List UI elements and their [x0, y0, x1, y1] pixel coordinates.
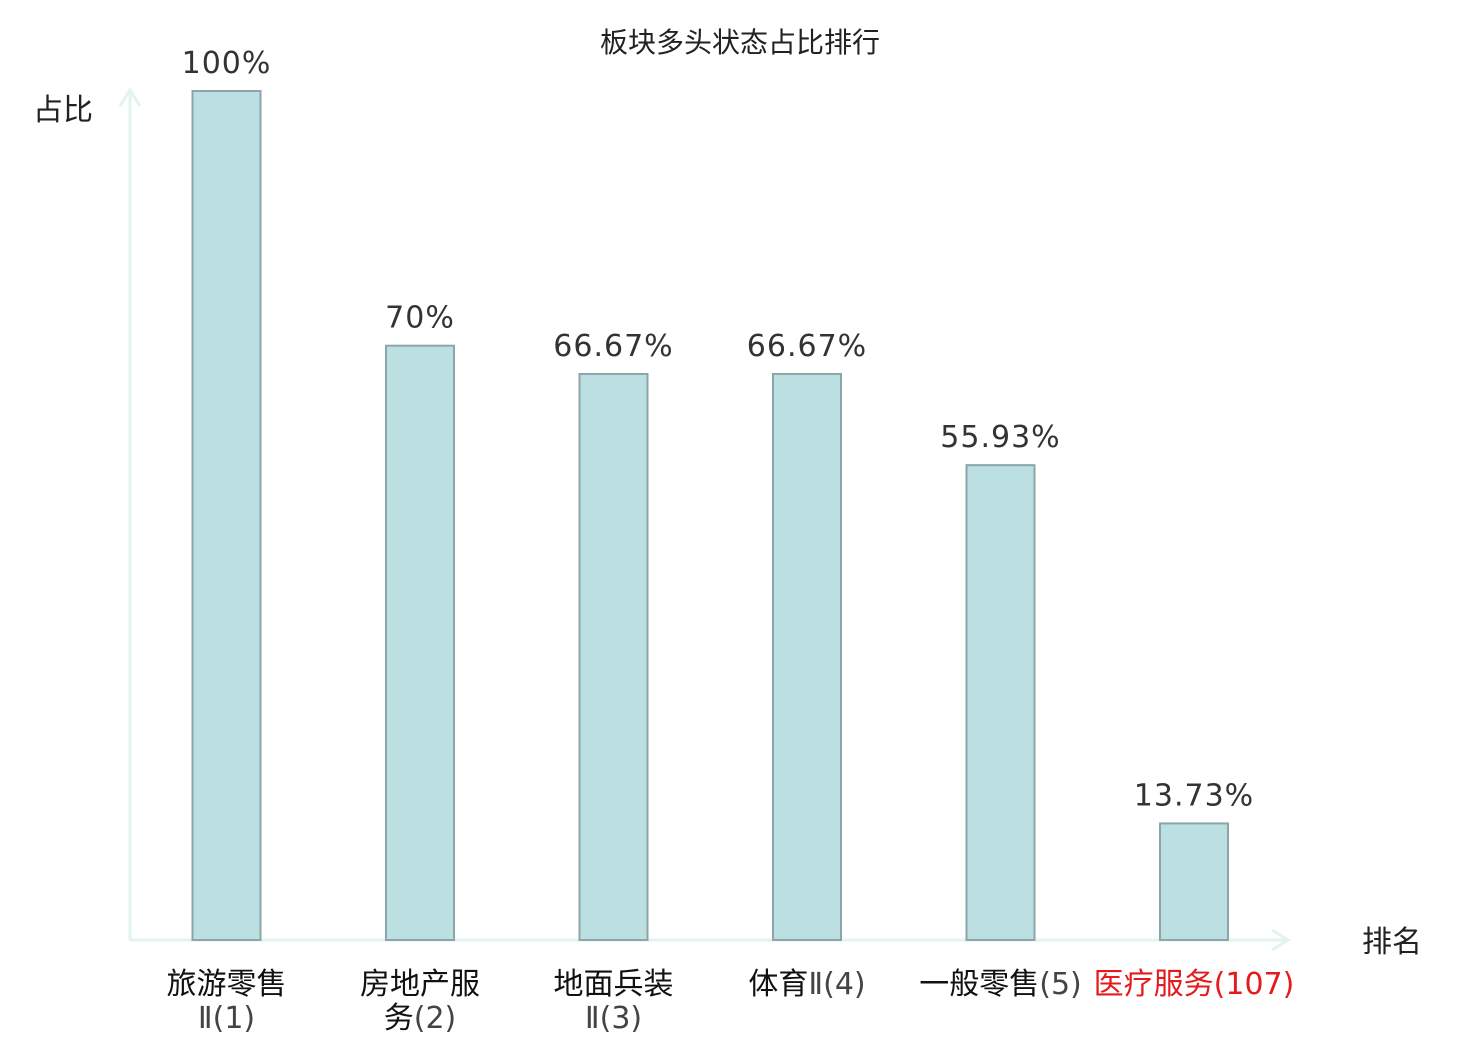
category-rank: (107) [1214, 967, 1295, 1002]
category-rank: Ⅱ(4) [808, 967, 865, 1002]
category-label: Ⅱ(1) [198, 1001, 255, 1036]
x-axis [130, 928, 1291, 952]
bar-value-label: 55.93% [940, 420, 1060, 455]
category-label: 地面兵装 [554, 967, 674, 1002]
category-label: 务(2) [384, 1001, 457, 1036]
category-name: 体育 [748, 967, 808, 1002]
category-label: 体育Ⅱ(4) [748, 967, 865, 1002]
bars-group [191, 90, 1229, 942]
category-name: 务 [384, 1001, 414, 1036]
category-rank: Ⅱ(3) [585, 1001, 642, 1036]
category-rank: (2) [414, 1001, 457, 1036]
bar [1159, 822, 1229, 942]
category-name: 旅游零售 [167, 967, 287, 1002]
chart-title: 板块多头状态占比排行 [600, 26, 880, 59]
bar [191, 90, 262, 941]
y-axis-arrow-icon [118, 87, 142, 107]
category-label: 一般零售(5) [919, 967, 1082, 1002]
bar [965, 464, 1036, 941]
category-name: 房地产服 [360, 967, 480, 1002]
category-label: 房地产服 [360, 967, 480, 1002]
bar-value-label: 100% [182, 46, 272, 81]
bar-value-label: 70% [385, 301, 455, 336]
category-rank: (5) [1039, 967, 1082, 1002]
value-labels-group: 100% 70% 66.67% 66.67% 55.93% 13.73% [182, 46, 1254, 813]
category-label: Ⅱ(3) [585, 1001, 642, 1036]
bar [772, 372, 842, 942]
x-axis-arrow-icon [1271, 928, 1291, 952]
bar [385, 344, 455, 941]
bar-value-label: 66.67% [747, 329, 867, 364]
category-name: 一般零售 [919, 967, 1039, 1002]
category-name: 医疗服务 [1094, 967, 1214, 1002]
category-label: 旅游零售 [167, 967, 287, 1002]
bar-value-label: 13.73% [1134, 778, 1254, 813]
y-axis-label: 占比 [33, 93, 93, 128]
bar [578, 372, 649, 942]
bar-value-label: 66.67% [553, 329, 673, 364]
category-name: 地面兵装 [554, 967, 674, 1002]
category-rank: Ⅱ(1) [198, 1001, 255, 1036]
category-label: 医疗服务(107) [1094, 967, 1295, 1002]
y-axis [118, 87, 142, 940]
x-axis-label: 排名 [1362, 925, 1422, 960]
